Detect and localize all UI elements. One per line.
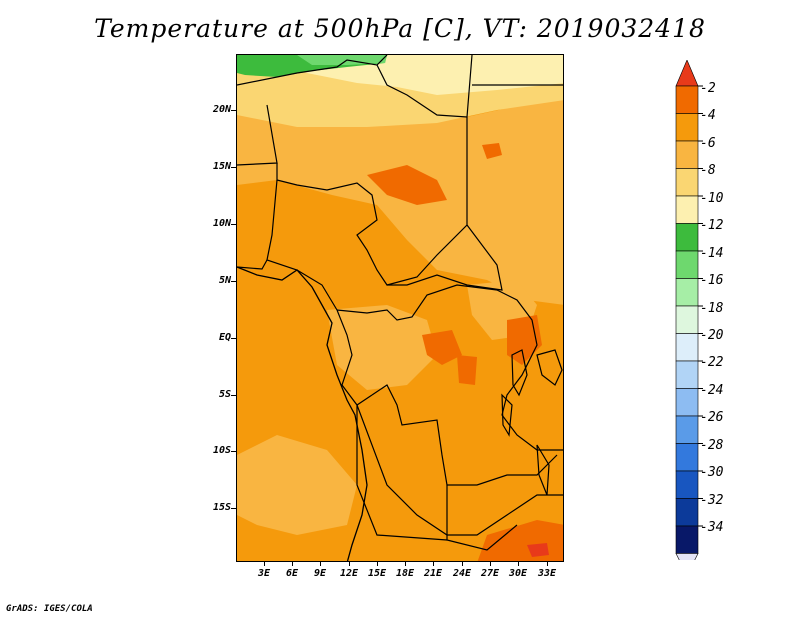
temperature-map [236, 54, 564, 562]
colorbar-swatch [675, 250, 699, 279]
lon-tick [433, 562, 434, 566]
colorbar-label-minus18: -18 [700, 301, 724, 316]
colorbar-label-minus20: -20 [700, 328, 724, 343]
lon-tick [462, 562, 463, 566]
colorbar-swatch [675, 360, 699, 389]
lon-tick [264, 562, 265, 566]
colorbar-swatch [675, 168, 699, 197]
field-minus2-to-minus4-north [367, 165, 447, 205]
grads-credit: GrADS: IGES/COLA [6, 604, 93, 614]
colorbar-swatch [675, 333, 699, 362]
colorbar-label-minus28: -28 [700, 438, 724, 453]
colorbar-swatch [675, 525, 699, 554]
colorbar-label-minus4: -4 [700, 108, 716, 123]
map-canvas [237, 55, 563, 561]
country-borders [237, 55, 563, 551]
lat-label-15n: 15N [212, 161, 231, 172]
colorbar-swatch [675, 278, 699, 307]
lat-tick [231, 167, 236, 168]
lon-label-18e: 18E [395, 568, 415, 579]
colorbar-swatch [675, 305, 699, 334]
field-dark-patch-ne [482, 143, 502, 159]
colorbar-label-minus26: -26 [700, 410, 724, 425]
lon-label-24e: 24E [452, 568, 472, 579]
field-minus6-to-minus8-north [237, 95, 563, 305]
lon-label-9e: 9E [313, 568, 327, 579]
lat-tick [231, 395, 236, 396]
colorbar-label-minus14: -14 [700, 246, 724, 261]
colorbar-swatch [675, 140, 699, 169]
lat-tick [231, 451, 236, 452]
colorbar [675, 60, 703, 560]
colorbar-label-minus6: -6 [700, 136, 716, 151]
lon-tick [349, 562, 350, 566]
lon-tick [292, 562, 293, 566]
colorbar-bottom-arrow [675, 553, 699, 560]
lat-tick [231, 281, 236, 282]
colorbar-swatch [675, 415, 699, 444]
field-light-patch-center [327, 305, 437, 390]
lon-label-6e: 6E [285, 568, 299, 579]
lat-tick [231, 110, 236, 111]
lon-label-27e: 27E [480, 568, 500, 579]
lat-tick [231, 508, 236, 509]
colorbar-swatch [675, 498, 699, 527]
lon-label-15e: 15E [367, 568, 387, 579]
colorbar-label-minus8: -8 [700, 163, 716, 178]
colorbar-label-minus2: -2 [700, 81, 716, 96]
colorbar-swatch [675, 113, 699, 142]
lat-label-15s: 15S [212, 502, 231, 513]
lon-tick [377, 562, 378, 566]
colorbar-top-arrow [675, 60, 699, 87]
colorbar-swatch [675, 388, 699, 417]
colorbar-label-minus16: -16 [700, 273, 724, 288]
colorbar-swatch [675, 85, 699, 114]
colorbar-swatch [675, 443, 699, 472]
lon-tick [320, 562, 321, 566]
lat-label-10n: 10N [212, 218, 231, 229]
map-title: Temperature at 500hPa [C], VT: 201903241… [94, 14, 706, 43]
colorbar-label-minus10: -10 [700, 191, 724, 206]
field-dark-patch-center [422, 330, 462, 365]
lon-tick [547, 562, 548, 566]
lon-tick [518, 562, 519, 566]
field-light-patch-southwest [237, 435, 357, 535]
lat-label-eq: EQ [218, 332, 231, 343]
lon-tick [405, 562, 406, 566]
lon-label-30e: 30E [508, 568, 528, 579]
colorbar-label-minus24: -24 [700, 383, 724, 398]
colorbar-label-minus34: -34 [700, 520, 724, 535]
field-warmest-patch [527, 543, 549, 557]
lat-label-10s: 10S [212, 445, 231, 456]
lon-label-3e: 3E [257, 568, 271, 579]
colorbar-label-minus22: -22 [700, 355, 724, 370]
field-dark-patch-small [457, 355, 477, 385]
lon-label-21e: 21E [423, 568, 443, 579]
colorbar-label-minus32: -32 [700, 493, 724, 508]
lon-tick [490, 562, 491, 566]
lat-label-5s: 5S [218, 389, 231, 400]
colorbar-swatch [675, 470, 699, 499]
great-lakes [501, 349, 563, 496]
lon-label-12e: 12E [339, 568, 359, 579]
lat-label-20n: 20N [212, 104, 231, 115]
lat-label-5n: 5N [218, 275, 231, 286]
lat-tick [231, 224, 236, 225]
colorbar-swatch [675, 223, 699, 252]
colorbar-swatch [675, 195, 699, 224]
lat-tick [231, 338, 236, 339]
colorbar-label-minus12: -12 [700, 218, 724, 233]
colorbar-swatches [675, 60, 703, 560]
lon-label-33e: 33E [537, 568, 557, 579]
colorbar-label-minus30: -30 [700, 465, 724, 480]
coastline [237, 266, 368, 561]
